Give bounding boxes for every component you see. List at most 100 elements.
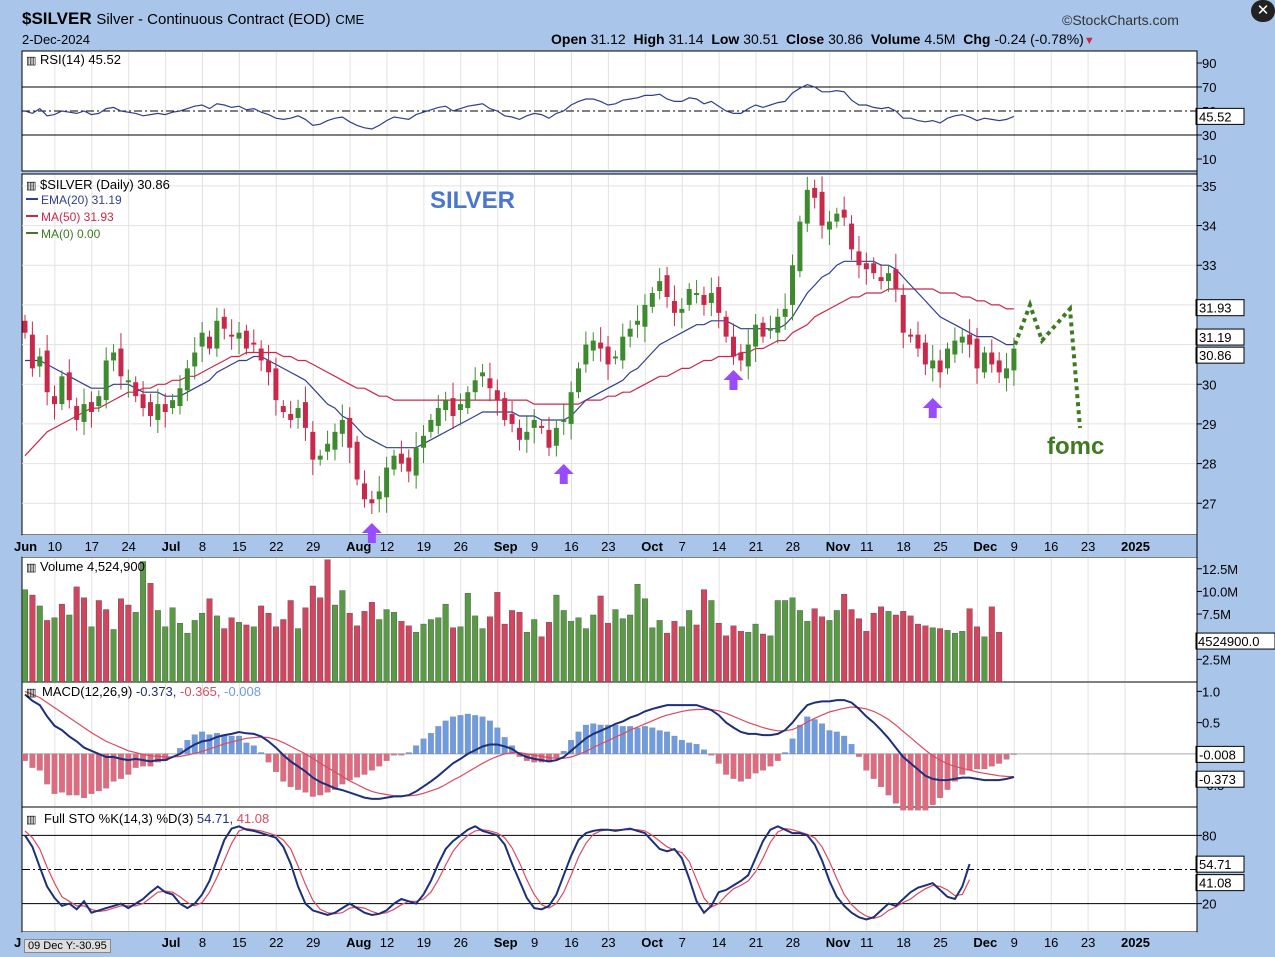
crosshair-tooltip: 09 Dec Y:-30.95 [24,939,111,953]
macd-histogram-bar [450,716,456,755]
candle-body [280,406,286,413]
x-tick-label-lower: Dec [973,935,997,950]
volume-bar [575,617,582,683]
rsi-y-tick-label: 10 [1202,152,1216,167]
macd-histogram-bar [346,753,353,781]
candle-body [118,348,124,377]
macd-histogram-bar [110,753,117,782]
volume-bar [590,614,597,683]
volume-bar [538,636,545,683]
volume-bar [612,609,619,683]
candle-body [753,324,759,347]
macd-histogram-bar [44,753,51,785]
sto-d-line [24,827,971,920]
volume-bar [516,612,523,683]
volume-bar [974,626,980,683]
x-tick-label-lower: 26 [454,935,468,950]
volume-bar [354,625,361,683]
candle-body [561,419,567,422]
candle-body [258,348,264,361]
candle-body [302,402,308,428]
x-tick-label-lower: 7 [679,935,686,950]
sto-k-line [24,825,971,921]
close-icon[interactable]: ✕ [1251,0,1275,22]
rsi-y-tick-label: 90 [1202,56,1216,71]
macd-histogram-bar [427,733,434,755]
x-tick-label-lower: 15 [232,935,246,950]
volume-bar [848,609,855,683]
x-tick-label: 26 [454,539,468,554]
macd-histogram-bar [767,753,774,767]
candle-body [170,400,176,409]
rsi-legend: RSI(14) 45.52 [40,52,121,67]
candle-body [657,281,663,292]
candle-body [635,320,641,325]
volume-bar [900,611,907,683]
candle-body [44,350,50,393]
candle-body [347,417,353,448]
volume-bar [177,622,183,683]
volume-y-tick-label: 2.5M [1202,652,1231,667]
macd-histogram-bar [243,742,250,755]
volume-bar [36,605,43,683]
volume-bar [435,617,442,683]
macd-histogram-bar [841,735,848,755]
candle-body [620,336,626,361]
candle-body [369,499,375,504]
volume-bar [981,636,988,683]
x-tick-label: 28 [786,539,800,554]
rsi-value-tag: 45.52 [1199,109,1232,124]
purple-arrow-icon [723,370,744,390]
macd-histogram-bar [354,753,361,778]
candle-body [553,427,559,446]
candle-body [155,404,161,420]
candle-body [804,189,810,224]
volume-bar [376,619,383,683]
candle-body [819,191,825,226]
candle-body [332,431,338,450]
candle-body [266,360,272,373]
macd-histogram-bar [634,727,641,755]
volume-bar [531,619,538,683]
sto-k-value-tag: 54.71 [1199,857,1232,872]
candle-body [863,263,869,270]
x-tick-label-lower: 22 [269,935,283,950]
volume-bar [855,618,862,683]
volume-bar [752,623,759,683]
volume-bar [88,626,95,683]
candle-body [745,344,751,367]
volume-bar [317,597,324,683]
volume-y-tick-label: 10.0M [1202,584,1238,599]
candle-body [612,356,618,359]
volume-bar [509,610,516,683]
candle-body [576,368,581,393]
chart-title: $SILVER Silver - Continuous Contract (EO… [22,9,364,29]
fomc-annotation: fomc [1047,433,1104,460]
macd-hist-value-tag-box [1195,745,1245,763]
volume-bar [841,593,848,683]
candle-body [413,447,419,476]
macd-histogram-bar [22,753,28,761]
candle-body [767,328,773,331]
macd-histogram-bar [974,753,980,770]
volume-bar [58,603,65,683]
volume-bar [132,612,139,683]
sto-d-value-tag-box [1195,874,1245,892]
rsi-icon: ▥ [26,55,36,67]
macd-histogram-bar [250,745,257,755]
sto-k-value-tag-box [1195,855,1245,873]
candle-body [716,287,722,313]
symbol-description: Silver - Continuous Contract (EOD) [96,11,331,28]
macd-histogram-bar [464,713,471,755]
volume-bar [619,618,626,683]
x-tick-label-lower: 18 [896,935,910,950]
candle-body [981,352,987,373]
candle-body [952,340,958,355]
candle-body [797,221,803,272]
macd-histogram-bar [708,753,715,756]
candle-body [841,209,847,218]
candle-body [568,392,574,424]
sto-y-tick-label: 80 [1202,828,1216,843]
legend-entry: MA(50) 31.93 [41,210,114,224]
